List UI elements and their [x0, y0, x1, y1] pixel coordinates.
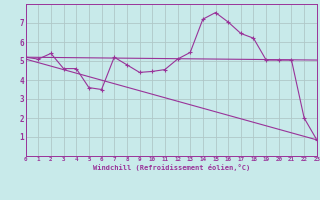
X-axis label: Windchill (Refroidissement éolien,°C): Windchill (Refroidissement éolien,°C)	[92, 164, 250, 171]
